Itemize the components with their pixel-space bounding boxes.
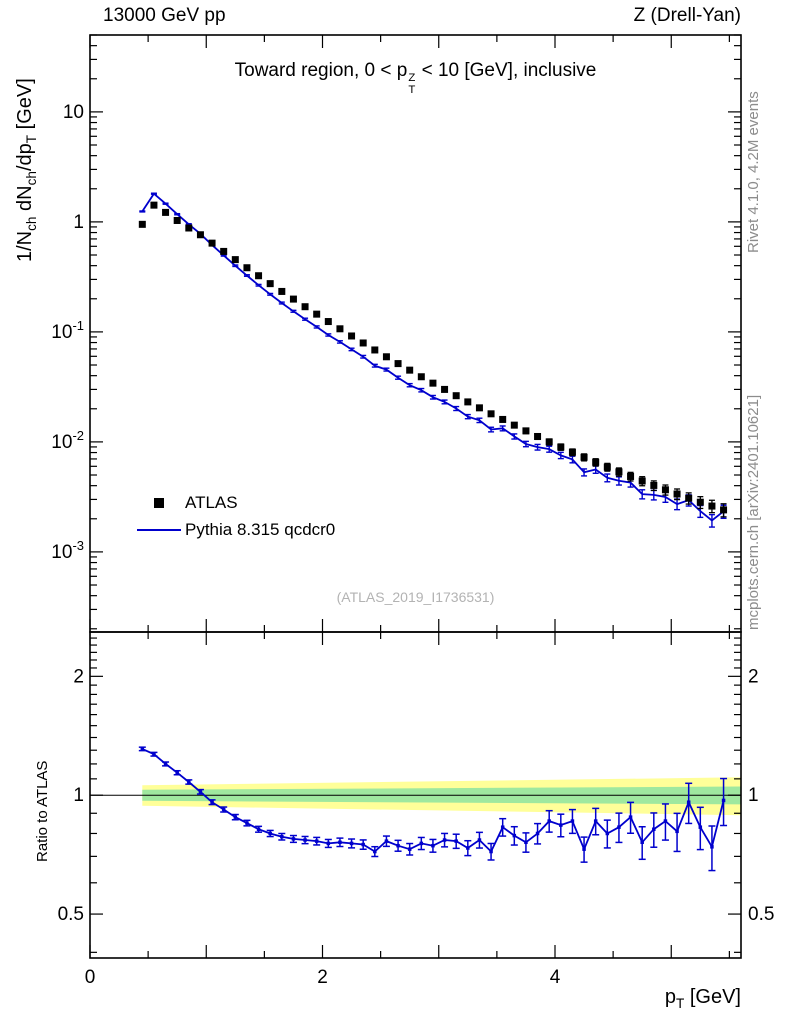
svg-text:10-3: 10-3	[51, 538, 84, 563]
svg-text:1: 1	[73, 785, 84, 806]
svg-text:0: 0	[85, 967, 96, 988]
svg-text:10: 10	[63, 102, 84, 123]
analysis-id-watermark: (ATLAS_2019_I1736531)	[336, 589, 495, 605]
legend-label-atlas: ATLAS	[185, 492, 238, 512]
svg-text:10-2: 10-2	[51, 428, 84, 453]
axis-ticks	[89, 34, 741, 958]
legend: ATLAS Pythia 8.315 qcdcr0	[136, 489, 335, 543]
y-axis-label-ratio: Ratio to ATLAS	[34, 760, 51, 862]
svg-text:2: 2	[73, 666, 84, 687]
x-axis-label: pT [GeV]	[664, 986, 741, 1011]
mcplots-arxiv-note: mcplots.cern.ch [arXiv:2401.10621]	[745, 394, 762, 630]
svg-text:1: 1	[748, 785, 759, 806]
atlas-series-top	[138, 201, 728, 518]
atlas-square-marker-icon	[154, 497, 164, 508]
svg-text:4: 4	[550, 967, 561, 988]
legend-item-pythia: Pythia 8.315 qcdcr0	[136, 516, 335, 543]
pythia-swatch-cell	[136, 528, 182, 531]
svg-text:0.5: 0.5	[58, 904, 84, 925]
svg-text:2: 2	[317, 967, 328, 988]
pythia-line-icon	[137, 528, 181, 531]
svg-text:1: 1	[73, 212, 84, 233]
legend-label-pythia: Pythia 8.315 qcdcr0	[185, 519, 336, 539]
y-axis-label-top: 1/Nch dNch/dpT [GeV]	[14, 78, 39, 262]
rivet-version-note: Rivet 4.1.0, 4.2M events	[745, 91, 762, 253]
axis-tick-labels: 10 1 10-1 10-2 10-3 2 2 1 1 0.5 0.5 0 2 4	[51, 102, 774, 988]
svg-text:2: 2	[748, 666, 759, 687]
atlas-swatch-cell	[136, 497, 182, 508]
legend-item-atlas: ATLAS	[136, 489, 335, 516]
pythia-ratio-series	[138, 746, 728, 872]
pythia-series-top	[139, 192, 727, 528]
svg-text:10-1: 10-1	[51, 318, 84, 343]
svg-text:0.5: 0.5	[748, 904, 774, 925]
beam-energy-title: 13000 GeV pp	[103, 5, 226, 26]
process-title: Z (Drell-Yan)	[633, 5, 741, 26]
